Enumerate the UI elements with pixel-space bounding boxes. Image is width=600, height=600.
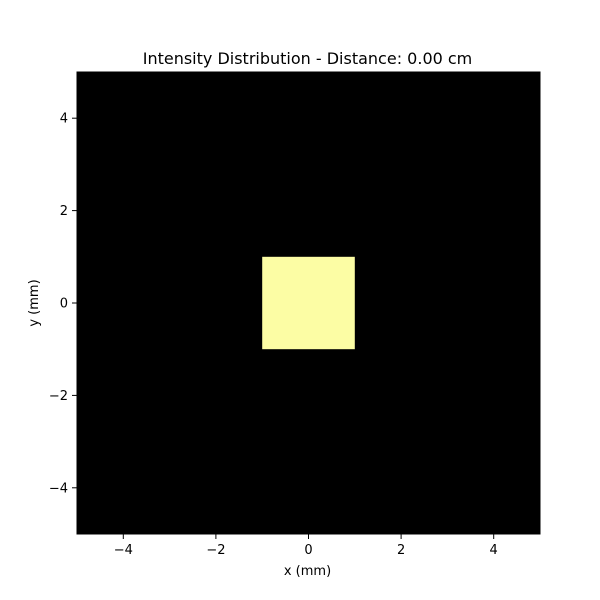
x-tick-label: 0 (304, 543, 312, 558)
y-axis-label: y (mm) (27, 279, 42, 326)
x-tick-label: 2 (397, 543, 405, 558)
y-tick-label: −2 (49, 389, 68, 404)
y-tick-label: 0 (60, 297, 68, 312)
y-tick-label: −4 (49, 481, 68, 496)
x-axis-label: x (mm) (284, 564, 331, 579)
y-axis: −4 −2 0 2 4 (49, 112, 77, 496)
y-tick-label: 2 (60, 204, 68, 219)
x-axis: −4 −2 0 2 4 (114, 534, 498, 558)
y-tick-label: 4 (60, 112, 68, 127)
x-tick-label: −2 (206, 543, 225, 558)
chart-title: Intensity Distribution - Distance: 0.00 … (143, 49, 473, 68)
intensity-region-0 (262, 256, 355, 350)
x-tick-label: −4 (114, 543, 133, 558)
plot-area (76, 71, 541, 535)
x-tick-label: 4 (490, 543, 498, 558)
